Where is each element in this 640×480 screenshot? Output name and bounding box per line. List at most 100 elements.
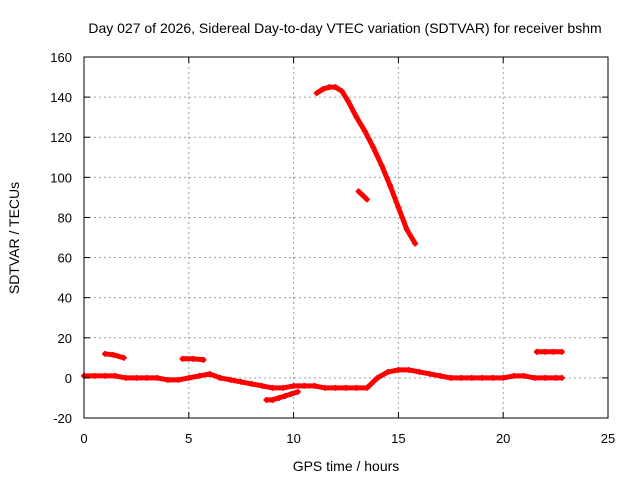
data-point [238, 378, 245, 385]
data-point [189, 355, 196, 362]
series-short-segment-2 [179, 355, 207, 363]
data-point [353, 384, 360, 391]
data-point [269, 396, 276, 403]
data-point [332, 84, 339, 91]
series-arc [313, 84, 419, 247]
data-point [345, 98, 352, 105]
series-line [81, 367, 565, 391]
data-point [101, 372, 108, 379]
data-point [479, 374, 486, 381]
data-layer [81, 84, 565, 403]
data-point [217, 374, 224, 381]
data-point [370, 144, 377, 151]
data-point [110, 351, 117, 358]
data-point [542, 348, 549, 355]
data-point [550, 348, 557, 355]
data-point [412, 240, 419, 247]
series-line [314, 84, 418, 246]
series-baseline [81, 366, 565, 391]
data-point [437, 372, 444, 379]
data-point [196, 372, 203, 379]
x-tick-label: 15 [391, 431, 405, 446]
data-point [248, 380, 255, 387]
data-point [395, 366, 402, 373]
data-point [263, 396, 270, 403]
data-point [378, 162, 385, 169]
data-point [143, 374, 150, 381]
data-point [387, 182, 394, 189]
y-tick-label: 80 [58, 210, 72, 225]
data-point [447, 374, 454, 381]
y-tick-label: 140 [50, 90, 72, 105]
data-point [500, 374, 507, 381]
data-point [133, 374, 140, 381]
data-point [458, 374, 465, 381]
series-fragment [355, 188, 370, 203]
data-point [489, 374, 496, 381]
data-point [200, 356, 207, 363]
data-point [343, 384, 349, 391]
data-point [120, 354, 127, 361]
data-point [154, 374, 161, 381]
data-point [101, 350, 108, 357]
data-point [359, 192, 366, 199]
data-point [179, 355, 186, 362]
data-point [311, 382, 318, 389]
data-point [282, 392, 289, 399]
y-tick-label: 20 [58, 331, 72, 346]
series-late-segment [533, 348, 565, 355]
data-point [269, 384, 276, 391]
y-tick-label: 40 [58, 291, 72, 306]
ticks: 0 5 10 15 20 25 -20 0 20 40 60 80 100 120 140 160 [50, 50, 615, 446]
data-point [361, 128, 368, 135]
data-point [426, 370, 433, 377]
data-point [332, 384, 339, 391]
series-dip [263, 388, 301, 403]
y-tick-label: 0 [65, 371, 72, 386]
data-point [322, 384, 329, 391]
data-point [558, 374, 565, 381]
series-line [263, 389, 301, 403]
data-point [552, 374, 559, 381]
data-point [301, 382, 308, 389]
x-tick-label: 10 [286, 431, 300, 446]
chart-title: Day 027 of 2026, Sidereal Day-to-day VTE… [88, 20, 601, 36]
data-point [395, 204, 402, 211]
data-point [468, 374, 475, 381]
data-point [363, 196, 370, 203]
plot-frame [83, 56, 609, 419]
data-point [164, 376, 171, 383]
data-point [185, 374, 192, 381]
data-point [416, 368, 423, 375]
data-point [290, 382, 297, 389]
grid [84, 57, 608, 418]
data-point [313, 90, 320, 97]
x-tick-label: 25 [601, 431, 615, 446]
x-tick-label: 5 [185, 431, 192, 446]
data-point [384, 368, 391, 375]
x-tick-label: 0 [80, 431, 87, 446]
data-point [542, 374, 549, 381]
data-point [175, 376, 182, 383]
data-point [112, 372, 119, 379]
data-point [510, 372, 517, 379]
y-axis-label: SDTVAR / TECUs [6, 182, 22, 294]
data-point [294, 388, 301, 395]
data-point [363, 384, 370, 391]
data-point [206, 370, 213, 377]
data-point [319, 86, 326, 93]
data-point [122, 374, 129, 381]
data-point [403, 226, 410, 233]
data-point [259, 382, 266, 389]
series-short-segment-1 [101, 350, 127, 361]
y-tick-label: -20 [53, 411, 72, 426]
data-point [558, 348, 565, 355]
data-point [355, 188, 362, 195]
data-point [531, 374, 538, 381]
data-point [280, 384, 287, 391]
data-point [275, 394, 282, 401]
data-point [326, 84, 333, 91]
data-point [353, 114, 360, 121]
data-point [91, 372, 98, 379]
